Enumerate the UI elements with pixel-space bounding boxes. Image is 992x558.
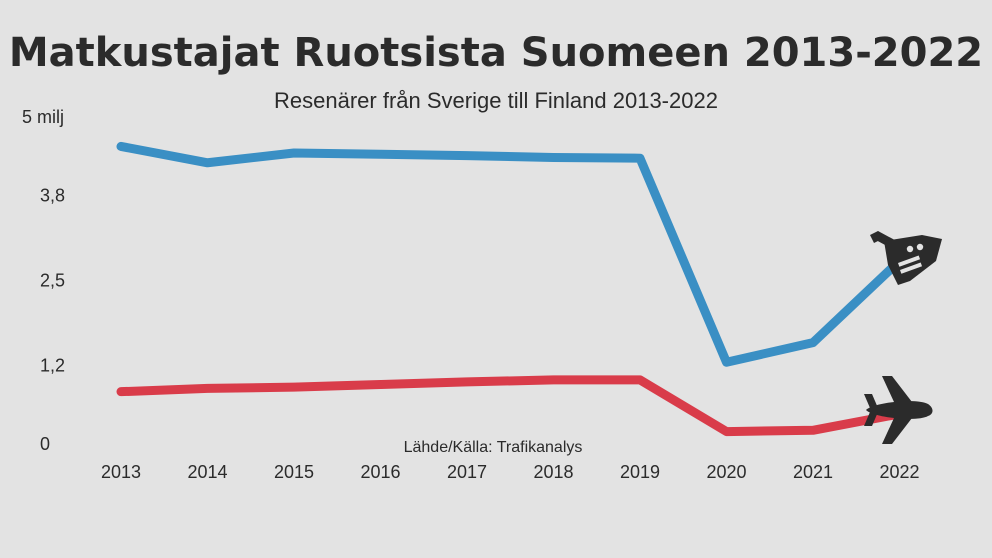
y-tick-label: 0 — [40, 434, 50, 454]
chart-title: Matkustajat Ruotsista Suomeen 2013-2022 — [8, 30, 984, 76]
source-label: Lähde/Källa: Trafikanalys — [404, 439, 583, 456]
x-tick-label: 2013 — [101, 462, 141, 482]
chart-subtitle: Resenärer från Sverige till Finland 2013… — [274, 88, 718, 113]
x-tick-label: 2020 — [706, 462, 746, 482]
x-tick-label: 2016 — [360, 462, 400, 482]
x-tick-label: 2015 — [274, 462, 314, 482]
y-tick-label: 3,8 — [40, 185, 65, 205]
airplane-icon — [864, 376, 933, 444]
airplane-series-line — [116, 375, 904, 437]
series-lines — [116, 141, 904, 437]
y-tick-label: 1,2 — [40, 356, 65, 376]
y-tick-label: 2,5 — [40, 271, 65, 291]
y-tick-label: 5 milj — [22, 107, 64, 127]
ship-series-line — [116, 141, 904, 367]
x-tick-label: 2019 — [620, 462, 660, 482]
x-tick-label: 2017 — [447, 462, 487, 482]
ship-icon — [870, 231, 942, 285]
y-axis-ticks: 0 1,2 2,5 3,8 5 milj — [22, 107, 65, 454]
x-tick-label: 2022 — [879, 462, 919, 482]
x-tick-label: 2014 — [187, 462, 227, 482]
x-axis-ticks: 2013 2014 2015 2016 2017 2018 2019 2020 2021 2022 — [101, 462, 920, 482]
x-tick-label: 2018 — [533, 462, 573, 482]
x-tick-label: 2021 — [793, 462, 833, 482]
